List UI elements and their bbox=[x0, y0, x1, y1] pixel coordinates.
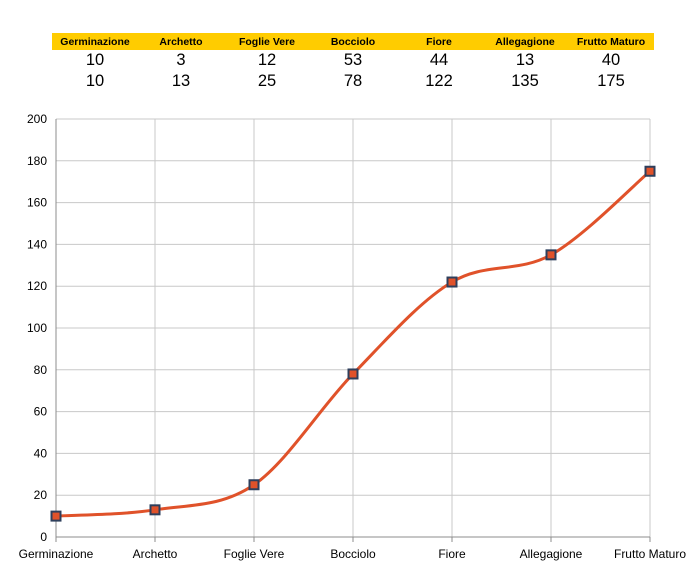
y-tick-label: 160 bbox=[27, 196, 47, 210]
table-cell: 122 bbox=[425, 72, 453, 90]
table-cell: 135 bbox=[511, 72, 539, 90]
table-row: 10 13 25 78 122 135 175 bbox=[52, 71, 654, 92]
y-tick-label: 0 bbox=[40, 530, 47, 544]
data-point bbox=[50, 510, 62, 522]
table-cell: 13 bbox=[515, 51, 535, 69]
table-cell: 3 bbox=[176, 51, 186, 69]
table-header-cell: Bocciolo bbox=[310, 33, 396, 50]
y-tick-label: 40 bbox=[34, 446, 48, 460]
table-header-cell: Allegagione bbox=[482, 33, 568, 50]
y-tick-label: 20 bbox=[34, 488, 48, 502]
table-cell: 10 bbox=[85, 51, 105, 69]
x-tick-label: Fiore bbox=[438, 547, 466, 561]
table-header-cell: Fiore bbox=[396, 33, 482, 50]
table-header-cell: Frutto Maturo bbox=[568, 33, 654, 50]
table-cell: 40 bbox=[601, 51, 621, 69]
table-row: 10 3 12 53 44 13 40 bbox=[52, 50, 654, 71]
y-tick-label: 180 bbox=[27, 154, 47, 168]
x-tick-label: Germinazione bbox=[19, 547, 94, 561]
data-point bbox=[644, 165, 656, 177]
data-point bbox=[545, 249, 557, 261]
table-cell: 53 bbox=[343, 51, 363, 69]
x-tick-label: Bocciolo bbox=[330, 547, 376, 561]
table-cell: 10 bbox=[85, 72, 105, 90]
table-cell: 78 bbox=[343, 72, 363, 90]
table-header-cell: Germinazione bbox=[52, 33, 138, 50]
data-point bbox=[248, 479, 260, 491]
y-tick-label: 120 bbox=[27, 279, 47, 293]
x-tick-label: Foglie Vere bbox=[224, 547, 285, 561]
table-cell: 13 bbox=[171, 72, 191, 90]
y-tick-label: 100 bbox=[27, 321, 47, 335]
table-cell: 175 bbox=[597, 72, 625, 90]
data-point bbox=[347, 368, 359, 380]
table-cell: 12 bbox=[257, 51, 277, 69]
x-tick-label: Allegagione bbox=[520, 547, 583, 561]
x-tick-label: Archetto bbox=[133, 547, 178, 561]
table-cell: 25 bbox=[257, 72, 277, 90]
table-header-cell: Foglie Vere bbox=[224, 33, 310, 50]
data-point bbox=[149, 504, 161, 516]
table-header-cell: Archetto bbox=[138, 33, 224, 50]
y-tick-label: 80 bbox=[34, 363, 48, 377]
x-tick-label: Frutto Maturo bbox=[614, 547, 686, 561]
y-tick-label: 60 bbox=[34, 405, 48, 419]
table-cell: 44 bbox=[429, 51, 449, 69]
data-point bbox=[446, 276, 458, 288]
table-header-row: Germinazione Archetto Foglie Vere Boccio… bbox=[52, 33, 654, 50]
y-tick-label: 140 bbox=[27, 237, 47, 251]
y-tick-label: 200 bbox=[27, 112, 47, 126]
data-table: Germinazione Archetto Foglie Vere Boccio… bbox=[52, 33, 654, 92]
